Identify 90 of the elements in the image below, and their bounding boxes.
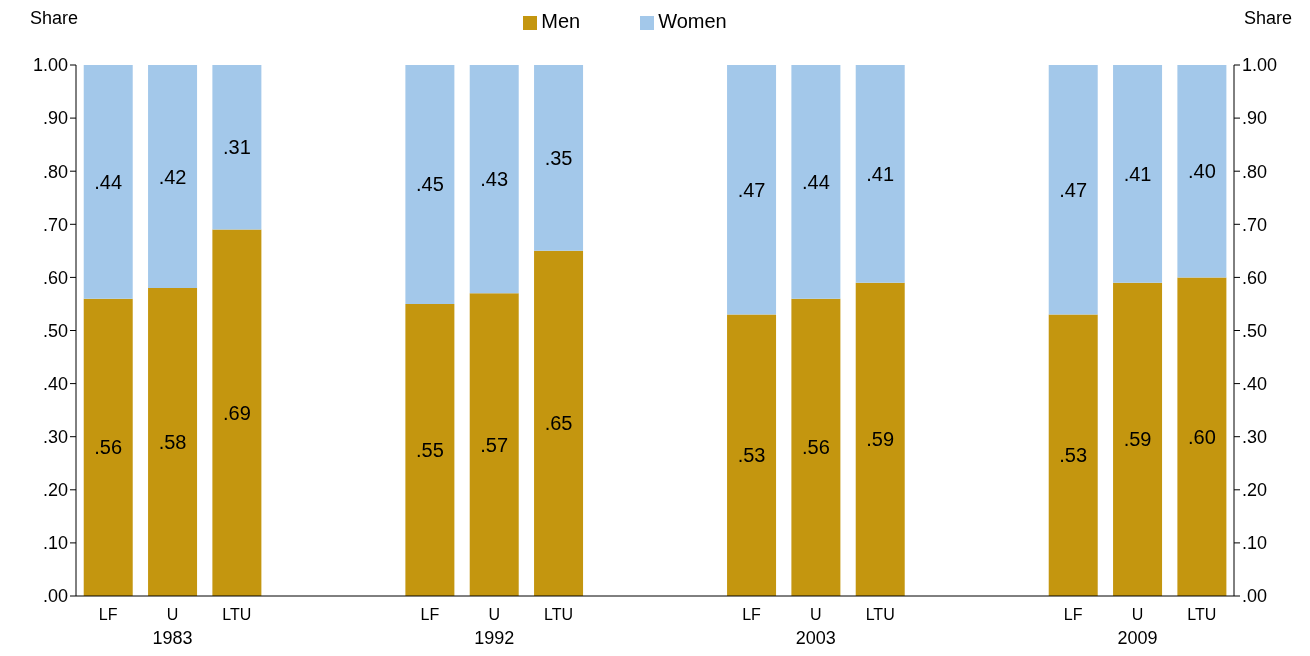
legend-label: Women bbox=[658, 10, 727, 32]
x-tick-label: LTU bbox=[1187, 606, 1217, 623]
data-label: .57 bbox=[480, 433, 509, 456]
y-tick-label: 1.00 bbox=[32, 55, 68, 76]
y-tick-label: .60 bbox=[42, 267, 68, 288]
x-tick-label: LF bbox=[1063, 606, 1083, 623]
y-tick-label: .80 bbox=[42, 161, 68, 182]
y-tick-label: .10 bbox=[42, 533, 68, 554]
y-tick-label: .70 bbox=[42, 214, 68, 235]
bar bbox=[405, 303, 455, 596]
bar bbox=[148, 288, 198, 596]
x-tick-label: U bbox=[166, 606, 179, 623]
data-label: .40 bbox=[1187, 160, 1216, 183]
bar bbox=[1177, 277, 1227, 596]
bar bbox=[534, 250, 584, 596]
data-label: .60 bbox=[1187, 425, 1216, 448]
bar bbox=[83, 65, 133, 299]
x-tick-label: LTU bbox=[222, 606, 252, 623]
y2-tick-label: 1.00 bbox=[1242, 55, 1278, 76]
bar bbox=[727, 314, 777, 596]
bar bbox=[469, 293, 519, 596]
data-label: .41 bbox=[866, 162, 895, 185]
y-tick-label: .40 bbox=[42, 373, 68, 394]
y2-tick-label: .30 bbox=[1242, 427, 1268, 448]
bar bbox=[1048, 65, 1098, 315]
bar bbox=[148, 65, 198, 289]
x-tick-label: LTU bbox=[865, 606, 895, 623]
y2-tick-label: .50 bbox=[1242, 320, 1268, 341]
bar bbox=[1113, 282, 1163, 596]
x-tick-label: LF bbox=[98, 606, 118, 623]
bar bbox=[1177, 65, 1227, 278]
y-tick-label: .90 bbox=[42, 108, 68, 129]
y2-tick-label: .60 bbox=[1242, 267, 1268, 288]
bar bbox=[791, 298, 841, 596]
bar bbox=[469, 65, 519, 294]
y-axis-title: Share bbox=[30, 8, 79, 29]
data-label: .55 bbox=[415, 438, 444, 461]
data-label: .53 bbox=[737, 444, 766, 467]
data-label: .31 bbox=[222, 136, 251, 159]
x-tick-label: LF bbox=[420, 606, 440, 623]
y-tick-label: .00 bbox=[42, 586, 68, 607]
y2-tick-label: .10 bbox=[1242, 533, 1268, 554]
data-label: .47 bbox=[737, 178, 766, 201]
data-label: .65 bbox=[544, 412, 573, 435]
y2-tick-label: .40 bbox=[1242, 373, 1268, 394]
y-tick-label: .30 bbox=[42, 427, 68, 448]
data-label: .44 bbox=[801, 170, 830, 193]
y2-tick-label: .00 bbox=[1242, 586, 1268, 607]
data-label: .45 bbox=[415, 173, 444, 196]
data-label: .58 bbox=[158, 431, 187, 454]
x-tick-label: U bbox=[810, 606, 822, 623]
data-label: .42 bbox=[158, 165, 187, 188]
x-tick-label: LTU bbox=[543, 606, 574, 623]
bar bbox=[855, 65, 905, 283]
y2-axis-title: Share bbox=[1243, 8, 1292, 29]
text: 2009 bbox=[1117, 628, 1158, 648]
data-label: .35 bbox=[544, 146, 573, 169]
bar bbox=[855, 282, 905, 596]
x-tick-label: LF bbox=[742, 606, 762, 623]
data-label: .53 bbox=[1059, 444, 1088, 467]
text: 2003 bbox=[795, 628, 836, 648]
x-tick-label: U bbox=[488, 606, 500, 623]
y2-tick-label: .70 bbox=[1242, 214, 1268, 235]
data-label: .43 bbox=[480, 168, 509, 191]
bar bbox=[212, 65, 262, 230]
data-label: .44 bbox=[94, 170, 123, 193]
data-label: .56 bbox=[94, 436, 123, 459]
y2-tick-label: .20 bbox=[1242, 480, 1268, 501]
x-tick-label: U bbox=[1131, 606, 1144, 623]
data-label: .69 bbox=[222, 401, 251, 424]
data-label: .59 bbox=[866, 428, 895, 451]
text: 1992 bbox=[474, 628, 515, 648]
bar bbox=[83, 298, 133, 596]
bar bbox=[1113, 65, 1163, 283]
data-label: .59 bbox=[1123, 428, 1152, 451]
legend-label: Men bbox=[541, 10, 581, 32]
bar bbox=[791, 65, 841, 299]
data-label: .56 bbox=[801, 436, 830, 459]
bar bbox=[727, 65, 777, 315]
y2-tick-label: .80 bbox=[1242, 161, 1268, 182]
bar bbox=[405, 65, 455, 304]
bar bbox=[212, 229, 262, 596]
data-label: .41 bbox=[1123, 162, 1152, 185]
text: 1983 bbox=[152, 628, 193, 648]
bar bbox=[1048, 314, 1098, 596]
y-tick-label: .50 bbox=[42, 320, 68, 341]
bar bbox=[534, 65, 584, 251]
y2-tick-label: .90 bbox=[1242, 108, 1268, 129]
y-tick-label: .20 bbox=[42, 480, 68, 501]
data-label: .47 bbox=[1059, 178, 1088, 201]
